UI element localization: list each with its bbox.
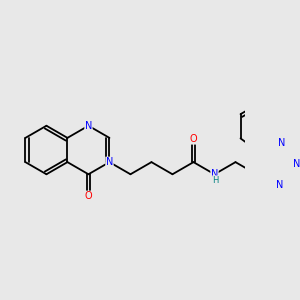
Text: N: N [278,137,286,148]
Text: N: N [211,169,218,179]
Text: N: N [293,159,300,169]
Text: N: N [85,121,92,131]
Text: N: N [106,157,113,167]
Text: N: N [276,180,283,190]
Text: O: O [85,191,92,201]
Text: H: H [212,176,219,185]
Text: O: O [190,134,197,144]
